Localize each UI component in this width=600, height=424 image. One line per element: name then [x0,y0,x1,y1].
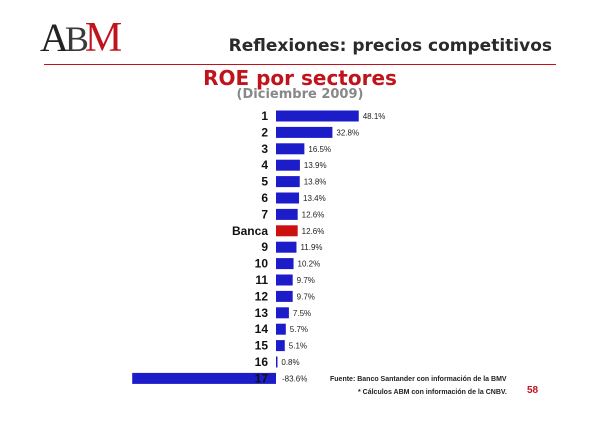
category-label: 14 [255,322,269,336]
value-label: 7.5% [293,309,311,318]
bar [276,143,305,155]
category-label: 17 [255,371,269,385]
category-label: 13 [255,306,269,320]
value-label: 9.7% [297,292,315,301]
bar [276,241,297,253]
category-label: 16 [255,355,269,369]
bar [132,372,276,384]
value-label: 5.1% [289,342,307,351]
category-label: 7 [261,207,268,221]
bar [276,258,294,270]
value-label: 12.6% [302,210,325,219]
value-label: 13.4% [303,194,326,203]
value-label: 0.8% [281,358,299,367]
calculation-note: * Cálculos ABM con información de la CNB… [358,389,507,396]
category-label: 11 [255,273,268,287]
category-label: 5 [261,175,268,189]
value-label: 10.2% [298,260,321,269]
category-label: 12 [255,289,269,303]
bar [276,274,293,286]
value-label: 48.1% [363,112,386,121]
value-label: 9.7% [297,276,315,285]
bar [276,192,300,204]
bar-banca [276,225,298,237]
value-label: 16.5% [308,145,331,154]
abm-logo: ABM [40,15,122,61]
value-label: 11.9% [300,243,322,252]
bar [276,323,286,335]
bar [276,159,300,171]
header-divider [44,64,556,65]
value-label: 12.6% [302,227,325,236]
chart-title: ROE por sectores [203,66,397,90]
category-label: 10 [255,257,269,271]
bar [276,290,293,302]
category-label: Banca [232,224,268,238]
bar [276,110,359,122]
source-note: Fuente: Banco Santander con información … [330,376,507,383]
category-label: 15 [255,339,269,353]
page-number: 58 [527,385,539,396]
category-label: 9 [261,240,268,254]
bar [276,126,333,138]
bar [276,307,289,319]
bar [276,340,285,352]
category-label: 3 [261,142,268,156]
value-label: 5.7% [290,325,308,334]
value-label: 13.9% [304,161,327,170]
category-label: 6 [261,191,268,205]
category-label: 4 [261,158,268,172]
bar [276,208,298,220]
header-title: Reflexiones: precios competitivos [228,36,552,56]
category-label: 1 [261,109,268,123]
category-label: 2 [261,125,268,139]
chart-subtitle: (Diciembre 2009) [236,87,364,102]
value-label: -83.6% [282,374,307,383]
bar [276,176,300,188]
value-label: 13.8% [304,178,327,187]
value-label: 32.8% [336,128,359,137]
bar [276,356,278,368]
